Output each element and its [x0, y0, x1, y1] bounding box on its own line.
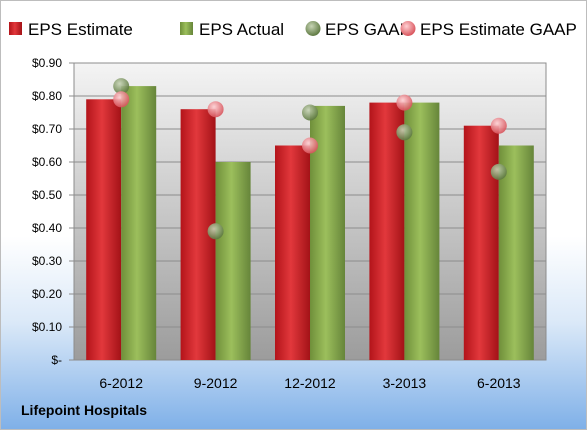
x-tick-label: 9-2012	[194, 375, 238, 391]
eps-actual-bar	[404, 102, 440, 360]
y-axis: $- $0.10 $0.20 $0.30 $0.40 $0.50 $0.60 $0.70 $0.…	[32, 56, 74, 367]
x-tick-label: 6-2013	[477, 375, 521, 391]
y-tick-label: $0.40	[32, 221, 62, 235]
eps-gaap-marker	[396, 124, 413, 141]
y-tick-label: $0.70	[32, 122, 62, 136]
y-tick-label: $0.10	[32, 320, 62, 334]
markers	[113, 78, 507, 240]
legend-label: EPS Estimate GAAP	[420, 20, 577, 39]
eps-estimate-gaap-marker	[396, 94, 413, 111]
y-tick-label: $0.30	[32, 254, 62, 268]
x-tick-label: 12-2012	[284, 375, 336, 391]
y-tick-label: $0.50	[32, 188, 62, 202]
eps-estimate-gaap-marker	[302, 137, 318, 154]
legend: EPS Estimate EPS Actual EPS GAAP EPS Estima…	[9, 20, 577, 39]
y-tick-label: $0.60	[32, 155, 62, 169]
eps-gaap-marker	[302, 104, 318, 121]
legend-label: EPS Estimate	[28, 20, 133, 39]
y-tick-label: $0.20	[32, 287, 62, 301]
x-tick-label: 3-2013	[383, 375, 427, 391]
eps-gaap-marker	[207, 223, 224, 240]
eps-gaap-marker	[113, 78, 130, 95]
x-axis: 6-2012 9-2012 12-2012 3-2013 6-2013	[99, 375, 520, 391]
eps-estimate-bar	[275, 145, 310, 360]
y-tick-label: $-	[51, 353, 62, 367]
x-tick-label: 6-2012	[99, 375, 143, 391]
eps-estimate-bar	[86, 99, 122, 361]
eps-estimate-gaap-marker	[113, 91, 130, 108]
legend-swatch	[180, 22, 193, 35]
eps-estimate-gaap-marker	[490, 117, 507, 134]
bars	[86, 86, 534, 361]
eps-actual-bar	[215, 162, 251, 360]
eps-actual-bar	[498, 145, 534, 360]
legend-swatch	[305, 21, 321, 36]
legend-swatch	[9, 22, 22, 35]
company-name: Lifepoint Hospitals	[21, 402, 147, 418]
eps-actual-bar	[121, 86, 157, 360]
eps-estimate-bar	[463, 125, 499, 360]
y-tick-label: $0.80	[32, 89, 62, 103]
legend-label: EPS GAAP	[325, 20, 411, 39]
y-tick-label: $0.90	[32, 56, 62, 70]
eps-estimate-bar	[369, 102, 405, 360]
eps-gaap-marker	[490, 163, 507, 180]
legend-label: EPS Actual	[199, 20, 284, 39]
legend-swatch	[400, 21, 416, 36]
eps-estimate-gaap-marker	[207, 101, 224, 118]
